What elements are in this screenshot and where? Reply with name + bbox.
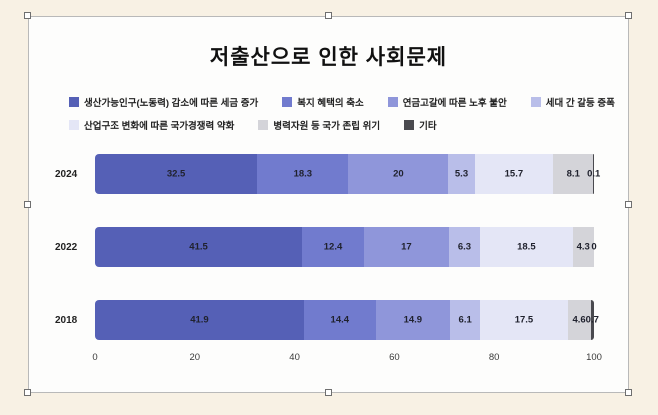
segment-value-label: 8.1 [566,168,580,180]
selection-handle-w[interactable] [24,201,31,208]
selection-handle-se[interactable] [625,389,632,396]
category-label: 2024 [55,168,78,180]
legend-item: 복지 혜택의 축소 [282,95,364,109]
segment-value-label: 5.3 [454,168,469,180]
segment-value-label: 0.7 [585,314,599,326]
legend-swatch-icon [258,120,269,130]
segment-value-label: 14.4 [330,314,350,326]
segment-value-label: 17.5 [514,314,534,326]
legend-label: 생산가능인구(노동력) 감소에 따른 세금 증가 [84,98,259,109]
legend-label: 병력자원 등 국가 존립 위기 [273,121,381,132]
segment-value-label: 41.5 [189,241,208,253]
x-tick-label: 80 [488,352,500,363]
x-tick-label: 20 [189,352,201,363]
legend-label: 산업구조 변화에 따른 국가경쟁력 약화 [84,121,235,132]
segment-value-label: 15.7 [504,168,524,180]
chart-plot-area: 2024 32.5 18.3 20 5.3 15.7 8.1 0.1 2022 41.5 12.4 1… [55,154,602,340]
legend-item: 생산가능인구(노동력) 감소에 따른 세금 증가 [69,95,258,109]
selection-handle-n[interactable] [325,12,332,19]
selection-handle-sw[interactable] [24,389,31,396]
segment-value-label: 32.5 [166,168,186,180]
selection-handle-ne[interactable] [625,12,632,19]
segment-value-label: 20 [393,168,404,180]
category-label: 2018 [55,314,78,326]
segment-value-label: 17 [401,241,412,253]
legend-item: 기타 [404,118,437,132]
x-axis: 0 20 40 60 80 100 [92,350,602,366]
bar-segment: 18.3 [257,154,349,194]
selection-handle-e[interactable] [625,201,632,208]
stacked-bar: 41.9 14.4 14.9 6.1 17.5 4.6 0.7 [95,300,599,340]
legend-item: 병력자원 등 국가 존립 위기 [258,118,380,132]
segment-value-label: 6.3 [457,241,472,253]
legend-item: 산업구조 변화에 따른 국가경쟁력 약화 [69,118,234,132]
selection-handle-nw[interactable] [24,12,31,19]
segment-value-label: 12.4 [323,241,343,253]
bar-segment: 20 [348,154,449,194]
bar-segment: 32.5 [95,154,258,194]
bar-segment: 12.4 [302,227,364,267]
bar-segment: 18.5 [480,227,573,267]
stacked-bar: 32.5 18.3 20 5.3 15.7 8.1 0.1 [95,154,600,194]
bar-row: 2024 32.5 18.3 20 5.3 15.7 8.1 0.1 [55,154,602,194]
legend-label: 기타 [419,121,437,132]
segment-value-label: 0.1 [587,168,601,180]
selection-handle-s[interactable] [325,389,332,396]
bar-segment: 14.9 [375,300,450,340]
stacked-bar-chart: 저출산으로 인한 사회문제 생산가능인구(노동력) 감소에 따른 세금 증가 복지… [29,17,628,372]
bar-segment: 6.3 [448,227,481,267]
segment-value-label: 41.9 [190,314,209,326]
bar-segment: 14.4 [303,300,376,340]
legend-label: 복지 혜택의 축소 [297,98,364,109]
bar-segment: 5.3 [448,154,475,194]
bar-segment: 41.9 [95,300,304,340]
bar-segment: 6.1 [449,300,481,340]
legend-label: 연금고갈에 따른 노후 불안 [402,98,507,109]
segment-value-label: 6.1 [458,314,472,326]
bar-segment: 0.7 [586,300,599,340]
bar-segment: 41.5 [95,227,303,267]
bar-segment: 17 [363,227,449,267]
x-tick-label: 0 [92,352,98,363]
bar-row: 2022 41.5 12.4 17 6.3 18.5 4.3 0 [55,227,602,267]
legend-swatch-icon [387,97,398,107]
legend-swatch-icon [530,97,541,107]
chart-title: 저출산으로 인한 사회문제 [209,46,448,69]
legend-swatch-icon [69,97,79,107]
bar-segment: 4.3 [572,227,594,267]
legend-item: 연금고갈에 따른 노후 불안 [387,95,507,109]
legend-swatch-icon [404,120,415,130]
bar-segment: 15.7 [474,154,554,194]
x-tick-label: 60 [389,352,400,363]
segment-value-label: 14.9 [403,314,423,326]
bar-segment: 4.6 [567,300,591,340]
legend-label: 세대 간 갈등 증폭 [545,98,615,109]
x-tick-label: 100 [586,352,602,363]
segment-value-label: 4.6 [572,314,586,326]
category-label: 2022 [55,241,78,253]
bar-segment: 17.5 [480,300,568,340]
legend-item: 세대 간 갈등 증폭 [530,95,615,109]
legend-row-1: 생산가능인구(노동력) 감소에 따른 세금 증가 복지 혜택의 축소 연금고갈에 따… [69,95,615,109]
selected-chart-image[interactable]: 저출산으로 인한 사회문제 생산가능인구(노동력) 감소에 따른 세금 증가 복지… [28,16,629,393]
legend-swatch-icon [69,120,79,130]
segment-value-label: 18.5 [517,241,536,253]
stacked-bar: 41.5 12.4 17 6.3 18.5 4.3 0 [95,227,597,267]
bar-segment: 8.1 [553,154,594,194]
segment-value-label: 4.3 [576,241,590,253]
segment-value-label: 18.3 [293,168,313,180]
chart-legend: 생산가능인구(노동력) 감소에 따른 세금 증가 복지 혜택의 축소 연금고갈에 따… [69,95,615,132]
legend-row-2: 산업구조 변화에 따른 국가경쟁력 약화 병력자원 등 국가 존립 위기 기타 [69,118,602,132]
x-tick-label: 40 [289,352,300,363]
legend-swatch-icon [282,97,293,107]
bar-row: 2018 41.9 14.4 14.9 6.1 17.5 4.6 0.7 [55,300,602,340]
segment-value-label: 0 [591,241,597,253]
